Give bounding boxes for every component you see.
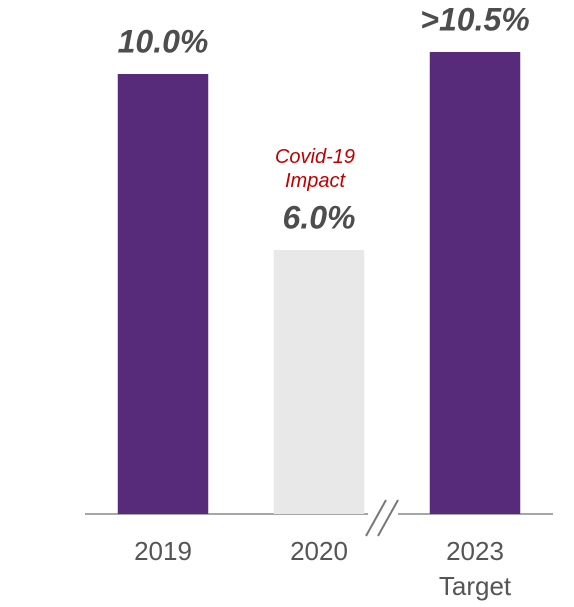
annotation: Covid-19 Impact [274,146,356,192]
bar [429,52,521,514]
data-label: >10.5% [420,1,529,37]
data-label: 10.0% [118,23,209,59]
bar [117,74,209,514]
axis-break [365,499,387,537]
axis-break [377,499,399,537]
bar [273,250,365,514]
x-tick-label: 2023 Target [438,536,512,601]
data-label: 6.0% [283,199,356,235]
x-tick-label: 2019 [134,536,192,566]
x-tick-label: 2020 [290,536,348,566]
